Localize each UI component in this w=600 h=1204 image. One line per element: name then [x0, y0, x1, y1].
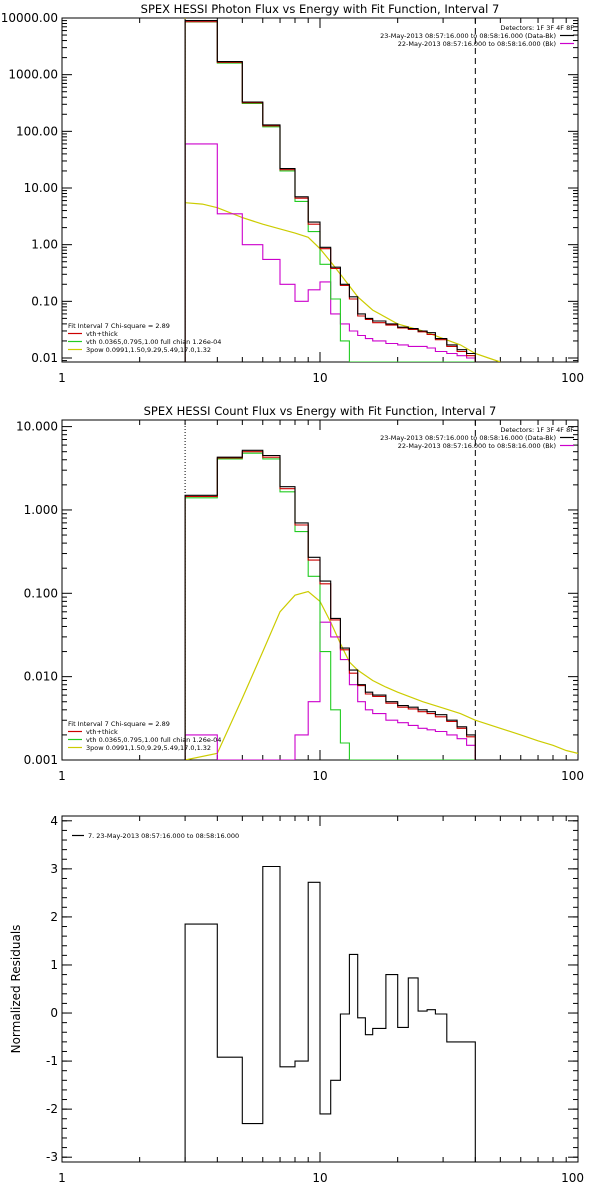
- plot-frame: [61, 17, 579, 363]
- series-7-23-may-2013-08-57-16-000-to-08-58-16-000: [184, 865, 476, 1162]
- y-tick-label: -1: [46, 1054, 58, 1068]
- chart-title: SPEX HESSI Photon Flux vs Energy with Fi…: [141, 2, 500, 16]
- y-tick-label: 3: [50, 862, 58, 876]
- y-tick-label: 0.001: [24, 753, 58, 767]
- legend-title: Fit Interval 7 Chi-square = 2.89: [68, 720, 170, 728]
- legend-entry-label: 7. 23-May-2013 08:57:16.000 to 08:58:16.…: [88, 832, 239, 840]
- y-tick-label: 10.000: [16, 420, 58, 434]
- y-tick-label: 10000.00: [1, 11, 58, 25]
- x-tick-label: 1: [58, 769, 66, 783]
- legend-entry-label: 22-May-2013 08:57:16.000 to 08:58:16.000…: [398, 40, 556, 48]
- legend-entry-label: 3pow 0.0991,1.50,9.29,5.49,17.0,1.32: [86, 744, 211, 752]
- y-tick-label: 0: [50, 1006, 58, 1020]
- series-thick-curve: [185, 202, 501, 362]
- y-axis: -3 -2 -1 0 1 2 3 4: [46, 814, 578, 1164]
- x-tick-label: 1: [58, 1171, 66, 1185]
- legend-entry-label: 22-May-2013 08:57:16.000 to 08:58:16.000…: [398, 442, 556, 450]
- x-tick-label: 100: [561, 1171, 584, 1185]
- legend-entry-label: 3pow 0.0991,1.50,9.29,5.49,17.0,1.32: [86, 346, 211, 354]
- x-tick-label: 10: [312, 1171, 327, 1185]
- count-flux-panel: SPEX HESSI Count Flux vs Energy with Fit…: [16, 404, 584, 783]
- y-tick-label: 0.10: [31, 294, 58, 308]
- legend-entry-label: vth 0.0365,0.795,1.00 full chian 1.26e-0…: [86, 338, 221, 346]
- x-tick-label: 1: [58, 371, 66, 385]
- y-tick-label: 0.100: [24, 586, 58, 600]
- y-axis-label: Normalized Residuals: [9, 925, 23, 1054]
- series-vth-thick: [184, 21, 476, 362]
- y-tick-label: 1.000: [24, 503, 58, 517]
- y-tick-label: -3: [46, 1150, 58, 1164]
- photon-flux-panel: SPEX HESSI Photon Flux vs Energy with Fi…: [1, 2, 584, 385]
- plot-area: [184, 420, 578, 760]
- y-tick-label: 4: [50, 814, 58, 828]
- legend-entry-label: vth+thick: [86, 728, 118, 736]
- series-data-bk: [184, 449, 476, 760]
- y-axis: 0.01 0.10 1.00 10.00 100.00 1000.00 10000.00: [1, 11, 578, 365]
- legend-entry-label: vth 0.0365,0.795,1.00 full chian 1.26e-0…: [86, 736, 221, 744]
- y-tick-label: 100.00: [16, 124, 58, 138]
- x-tick-label: 100: [561, 769, 584, 783]
- x-axis: 1 10 100: [58, 420, 584, 783]
- y-tick-label: 0.01: [31, 351, 58, 365]
- series-vth: [184, 452, 476, 760]
- legend-title: Detectors: 1F 3F 4F 8F: [500, 24, 574, 32]
- series-bk: [184, 621, 476, 760]
- y-tick-label: 2: [50, 910, 58, 924]
- y-tick-label: 1000.00: [8, 68, 58, 82]
- series-vth: [184, 21, 476, 362]
- chart-title: SPEX HESSI Count Flux vs Energy with Fit…: [144, 404, 497, 418]
- y-tick-label: 1.00: [31, 238, 58, 252]
- residuals-panel: Normalized Residuals 1 10 100 -3 -2 -1 0 1 2 3 4 7. …: [9, 814, 584, 1185]
- legend-bottom-left: Fit Interval 7 Chi-square = 2.89vth+thic…: [68, 720, 221, 752]
- legend-entry-label: 23-May-2013 08:57:16.000 to 08:58:16.000…: [380, 434, 556, 442]
- x-tick-label: 100: [561, 371, 584, 385]
- y-tick-label: 1: [50, 958, 58, 972]
- legend-title: Detectors: 1F 3F 4F 8F: [500, 426, 574, 434]
- series-thick-curve: [184, 590, 578, 760]
- series-vth-thick: [184, 451, 476, 760]
- plot-area: [184, 18, 501, 362]
- series-bk: [184, 143, 476, 362]
- legend-entry-label: 23-May-2013 08:57:16.000 to 08:58:16.000…: [380, 32, 556, 40]
- y-axis: 0.001 0.010 0.100 1.000 10.000: [16, 420, 578, 767]
- y-tick-label: 10.00: [24, 181, 58, 195]
- x-axis: 1 10 100: [58, 18, 584, 385]
- x-tick-label: 10: [312, 769, 327, 783]
- legend-title: Fit Interval 7 Chi-square = 2.89: [68, 322, 170, 330]
- y-tick-label: 0.010: [24, 670, 58, 684]
- x-tick-label: 10: [312, 371, 327, 385]
- legend-top-left: 7. 23-May-2013 08:57:16.000 to 08:58:16.…: [72, 832, 239, 840]
- legend-entry-label: vth+thick: [86, 330, 118, 338]
- y-tick-label: -2: [46, 1102, 58, 1116]
- legend-bottom-left: Fit Interval 7 Chi-square = 2.89vth+thic…: [68, 322, 221, 354]
- plot-area: [184, 865, 476, 1162]
- series-data-bk: [184, 20, 476, 362]
- x-axis: 1 10 100: [58, 816, 584, 1185]
